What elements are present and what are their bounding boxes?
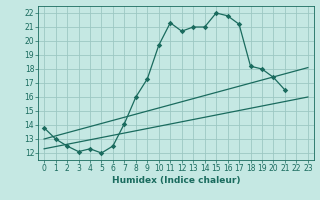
X-axis label: Humidex (Indice chaleur): Humidex (Indice chaleur) [112, 176, 240, 185]
